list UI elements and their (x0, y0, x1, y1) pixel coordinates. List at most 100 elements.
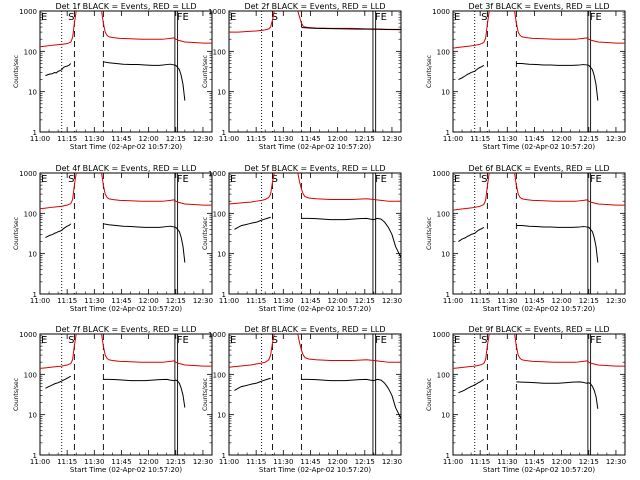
y-tick-label: 1 (446, 129, 450, 137)
marker-label: E (230, 335, 236, 346)
x-tick-label: 12:30 (382, 297, 402, 305)
y-axis-label: Counts/sec (426, 217, 433, 250)
x-tick-label: 11:00 (30, 458, 50, 466)
x-tick-label: 11:45 (111, 297, 131, 305)
x-tick-label: 11:00 (219, 135, 239, 143)
x-tick-label: 11:00 (443, 135, 463, 143)
marker-label: E (454, 174, 460, 185)
x-tick-label: 11:30 (84, 135, 104, 143)
y-tick-label: 100 (213, 371, 226, 379)
x-tick-label: 11:45 (524, 135, 544, 143)
x-tick-label: 11:00 (30, 297, 50, 305)
x-tick-label: 12:00 (328, 297, 348, 305)
series-lld-line (101, 173, 212, 206)
series-events-line (516, 381, 599, 409)
y-tick-label: 1 (446, 452, 450, 460)
marker-label: E (41, 174, 47, 185)
x-tick-label: 12:15 (579, 135, 599, 143)
x-tick-label: 11:15 (470, 458, 490, 466)
series-lld-line (40, 334, 77, 369)
detector-panel-5: Det 5f BLACK = Events, RED = LLD 1 10 100 10… (202, 164, 402, 313)
x-tick-label: 12:15 (166, 135, 186, 143)
plot-frame (39, 333, 213, 456)
x-tick-label: 11:00 (443, 297, 463, 305)
y-tick-label: 100 (437, 371, 450, 379)
marker-label: E (41, 12, 47, 23)
y-tick-label: 10 (28, 251, 37, 259)
panel-title: Det 1f BLACK = Events, RED = LLD (55, 2, 196, 11)
x-tick-label: 11:15 (246, 135, 266, 143)
x-tick-label: 11:45 (300, 135, 320, 143)
series-lld-line (101, 11, 212, 44)
panel-title: Det 6f BLACK = Events, RED = LLD (468, 164, 609, 173)
marker-label: FE (375, 335, 387, 346)
marker-label: E (230, 12, 236, 23)
y-tick-label: 10 (441, 412, 450, 420)
y-tick-label: 1000 (19, 170, 37, 178)
series-events-line (458, 64, 485, 80)
y-tick-label: 10 (28, 412, 37, 420)
x-tick-label: 11:30 (497, 297, 517, 305)
marker-label: E (41, 335, 47, 346)
y-tick-label: 1000 (208, 8, 226, 16)
x-axis-label: Start Time (02-Apr-02 10:57:20) (70, 305, 182, 313)
x-tick-label: 12:00 (552, 458, 572, 466)
series-events-line (45, 375, 72, 389)
x-tick-label: 11:30 (273, 458, 293, 466)
x-tick-label: 12:15 (166, 458, 186, 466)
plot-frame (452, 333, 626, 456)
panel-title: Det 8f BLACK = Events, RED = LLD (244, 325, 385, 334)
y-tick-label: 1000 (432, 170, 450, 178)
y-tick-label: 10 (217, 412, 226, 420)
x-tick-label: 11:15 (246, 297, 266, 305)
series-events-line (301, 378, 401, 419)
series-lld-line (453, 334, 490, 369)
plot-frame (228, 172, 402, 295)
series-events-line (103, 378, 186, 408)
marker-label: FE (375, 12, 387, 23)
series-lld-line (514, 11, 625, 44)
x-axis-label: Start Time (02-Apr-02 10:57:20) (483, 305, 595, 313)
y-tick-label: 1000 (19, 331, 37, 339)
marker-label: S (481, 174, 487, 185)
x-tick-label: 11:00 (219, 297, 239, 305)
y-tick-label: 10 (441, 251, 450, 259)
y-tick-label: 10 (217, 251, 226, 259)
plot-frame (39, 172, 213, 295)
detector-panel-8: Det 8f BLACK = Events, RED = LLD 1 10 100 10… (202, 325, 402, 474)
series-lld-line (229, 173, 275, 205)
series-lld-line (297, 173, 401, 202)
y-tick-label: 1 (222, 452, 226, 460)
x-tick-label: 12:15 (166, 297, 186, 305)
y-tick-label: 100 (24, 210, 37, 218)
panel-title: Det 4f BLACK = Events, RED = LLD (55, 164, 196, 173)
detector-panel-2: Det 2f BLACK = Events, RED = LLD 1 10 100 10… (202, 2, 402, 151)
x-tick-label: 11:15 (246, 458, 266, 466)
y-tick-label: 1 (33, 129, 37, 137)
x-tick-label: 11:45 (524, 297, 544, 305)
x-tick-label: 11:00 (443, 458, 463, 466)
panel-title: Det 9f BLACK = Events, RED = LLD (468, 325, 609, 334)
y-tick-label: 1000 (432, 331, 450, 339)
y-axis-label: Counts/sec (426, 378, 433, 411)
y-axis-label: Counts/sec (13, 55, 20, 88)
x-tick-label: 11:45 (300, 458, 320, 466)
y-tick-label: 100 (213, 48, 226, 56)
marker-label: S (481, 12, 487, 23)
series-events-line (301, 217, 401, 258)
y-axis-label: Counts/sec (13, 378, 20, 411)
series-events-line (234, 216, 271, 230)
y-tick-label: 1000 (208, 170, 226, 178)
x-tick-label: 11:00 (219, 458, 239, 466)
x-tick-label: 11:45 (524, 458, 544, 466)
x-tick-label: 12:00 (139, 297, 159, 305)
x-axis-label: Start Time (02-Apr-02 10:57:20) (483, 143, 595, 151)
plot-frame (39, 10, 213, 133)
marker-label: S (272, 12, 278, 23)
y-tick-label: 1 (222, 291, 226, 299)
marker-label: S (481, 335, 487, 346)
series-events-line (103, 61, 186, 101)
y-tick-label: 1000 (432, 8, 450, 16)
x-tick-label: 11:15 (57, 458, 77, 466)
